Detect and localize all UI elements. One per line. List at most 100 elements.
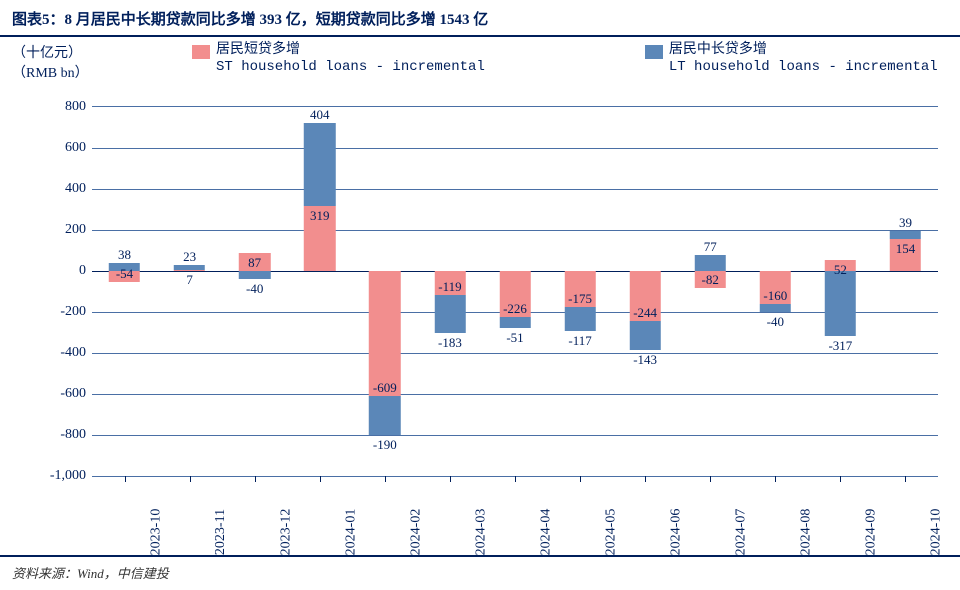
x-tickmark [385,476,386,482]
bar-label-lt: -51 [506,330,523,346]
bar-label-st: -175 [568,291,592,307]
y-tick-label: -800 [26,427,86,443]
bar-group: -119 -183 [434,107,465,476]
bar-label-lt: -183 [438,335,462,351]
legend-item-st: 居民短贷多增 ST household loans - incremental [192,42,485,76]
bar-group: -5438 [109,107,140,476]
bar-label-st: -244 [633,305,657,321]
bar-lt [369,396,400,435]
bar-lt [825,271,856,336]
legend: 居民短贷多增 ST household loans - incremental … [192,42,938,76]
bar-lt [630,321,661,350]
x-tick-label: 2023-11 [213,509,229,555]
x-tick-label: 2023-10 [148,509,164,556]
x-tickmark [710,476,711,482]
y-title-en: （RMB bn） [12,62,89,82]
x-tick-label: 2024-05 [603,509,619,556]
x-tick-label: 2024-10 [929,509,945,556]
legend-st-en: ST household loans - incremental [216,59,485,76]
legend-st-cn: 居民短贷多增 [216,42,485,59]
x-tick-label: 2024-06 [668,509,684,556]
bar-group: 154 39 [890,107,921,476]
x-tick-label: 2023-12 [278,509,294,556]
bar-label-lt: -190 [373,437,397,453]
bar-lt [239,271,270,279]
bar-label-st: -54 [116,266,133,282]
bar-group: -82 77 [695,107,726,476]
legend-lt-cn: 居民中长贷多增 [669,42,938,59]
legend-swatch-lt [645,45,663,59]
bar-lt [890,231,921,239]
x-tickmark [450,476,451,482]
x-tick-label: 2024-02 [408,509,424,556]
x-tick-label: 2024-07 [734,509,750,556]
bar-label-st: -226 [503,301,527,317]
bar-lt [695,255,726,271]
x-tickmark [255,476,256,482]
y-tick-label: 400 [26,181,86,197]
bar-lt [304,123,335,206]
chart-source: 资料来源：Wind，中信建投 [0,555,960,582]
y-tick-label: 800 [26,99,86,115]
bar-label-lt: 38 [118,247,131,263]
x-tick-label: 2024-04 [538,509,554,556]
bar-label-lt: -40 [767,314,784,330]
bar-label-lt: -117 [568,333,591,349]
y-title-cn: （十亿元） [12,42,89,62]
bar-group: 87 -40 [239,107,270,476]
bar-label-st: 52 [834,262,847,278]
y-tick-label: -400 [26,345,86,361]
bar-lt [564,307,595,331]
x-tickmark [645,476,646,482]
y-axis-title: （十亿元） （RMB bn） [12,42,89,82]
x-tickmark [580,476,581,482]
x-tick-label: 2024-01 [343,509,359,556]
y-tick-label: 0 [26,263,86,279]
y-tick-label: 600 [26,140,86,156]
bar-label-st: 87 [248,255,261,271]
bar-group: 319404 [304,107,335,476]
bar-lt [434,295,465,333]
y-tick-label: -600 [26,386,86,402]
bar-st [369,271,400,396]
bar-group: 52 -317 [825,107,856,476]
x-tickmark [125,476,126,482]
x-tick-label: 2024-03 [473,509,489,556]
y-tick-label: -200 [26,304,86,320]
bar-label-st: -609 [373,380,397,396]
bar-label-lt: -143 [633,352,657,368]
x-tick-label: 2024-08 [799,509,815,556]
bar-label-lt: -40 [246,281,263,297]
legend-swatch-st [192,45,210,59]
bar-lt [760,304,791,312]
chart-area: （十亿元） （RMB bn） 居民短贷多增 ST household loans… [12,38,948,554]
bar-label-lt: -317 [828,338,852,354]
bar-group: -226 -51 [499,107,530,476]
chart-title: 图表5：8 月居民中长期贷款同比多增 393 亿，短期贷款同比多增 1543 亿 [0,0,960,37]
bar-group: -160 -40 [760,107,791,476]
bar-label-st: -119 [438,279,461,295]
x-tickmark [190,476,191,482]
bar-label-st: 154 [896,241,916,257]
x-tickmark [515,476,516,482]
bar-label-lt: 77 [704,239,717,255]
bar-group: 723 [174,107,205,476]
y-tick-label: 200 [26,222,86,238]
x-tickmark [775,476,776,482]
bar-label-st: -82 [702,272,719,288]
bar-group: -609 -190 [369,107,400,476]
bar-label-lt: 23 [183,249,196,265]
bar-group: -244 -143 [630,107,661,476]
x-tickmark [320,476,321,482]
x-tickmark [840,476,841,482]
legend-lt-en: LT household loans - incremental [669,59,938,76]
y-tick-label: -1,000 [26,468,86,484]
bar-lt [174,265,205,270]
bar-label-lt: 39 [899,215,912,231]
bar-group: -175 -117 [564,107,595,476]
bar-label-st: -160 [763,288,787,304]
x-tickmark [905,476,906,482]
legend-item-lt: 居民中长贷多增 LT household loans - incremental [645,42,938,76]
bar-label-lt: 404 [310,107,330,123]
bar-lt [499,317,530,327]
